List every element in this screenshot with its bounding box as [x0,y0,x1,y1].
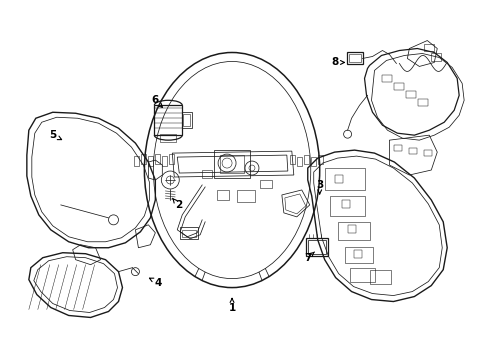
Bar [394,84,404,90]
Bar [342,200,349,208]
Bar [406,91,416,98]
Bar [325,168,365,190]
Text: 5: 5 [49,130,56,140]
Bar [142,154,147,164]
Bar [349,268,375,282]
Bar [183,114,190,126]
Bar [369,270,392,284]
Bar [290,155,295,164]
Text: 4: 4 [155,278,162,288]
Bar [297,157,302,166]
Bar [237,190,255,202]
Bar [180,227,198,239]
Bar [346,53,363,64]
Bar [344,247,372,263]
Bar [304,155,309,164]
Bar [160,134,176,142]
Bar [169,154,174,164]
Bar [354,250,362,258]
Bar [409,148,417,154]
Text: 1: 1 [228,302,236,312]
Text: 6: 6 [152,95,159,105]
Bar [306,238,328,256]
Bar [347,225,356,233]
Bar [383,75,392,82]
Bar [330,196,365,216]
Bar [155,154,160,164]
Bar [260,180,272,188]
Bar [311,157,316,166]
Bar [182,230,196,237]
Bar [220,155,244,173]
Bar [394,145,402,151]
Bar [418,99,428,106]
Bar [424,150,432,156]
Text: 3: 3 [316,180,323,190]
Bar [217,190,229,200]
Bar [431,54,441,62]
Bar [338,222,369,240]
Text: 8: 8 [331,58,338,67]
Text: 2: 2 [174,200,182,210]
Bar [202,170,212,178]
Bar [424,44,434,51]
Bar [308,240,326,254]
Bar [148,156,153,166]
Bar [335,175,343,183]
Bar [154,105,182,135]
Bar [348,54,361,62]
Bar [318,155,323,164]
Bar [214,150,250,178]
Bar [182,112,192,128]
Bar [162,156,167,166]
Text: 7: 7 [304,253,312,263]
Bar [134,156,140,166]
